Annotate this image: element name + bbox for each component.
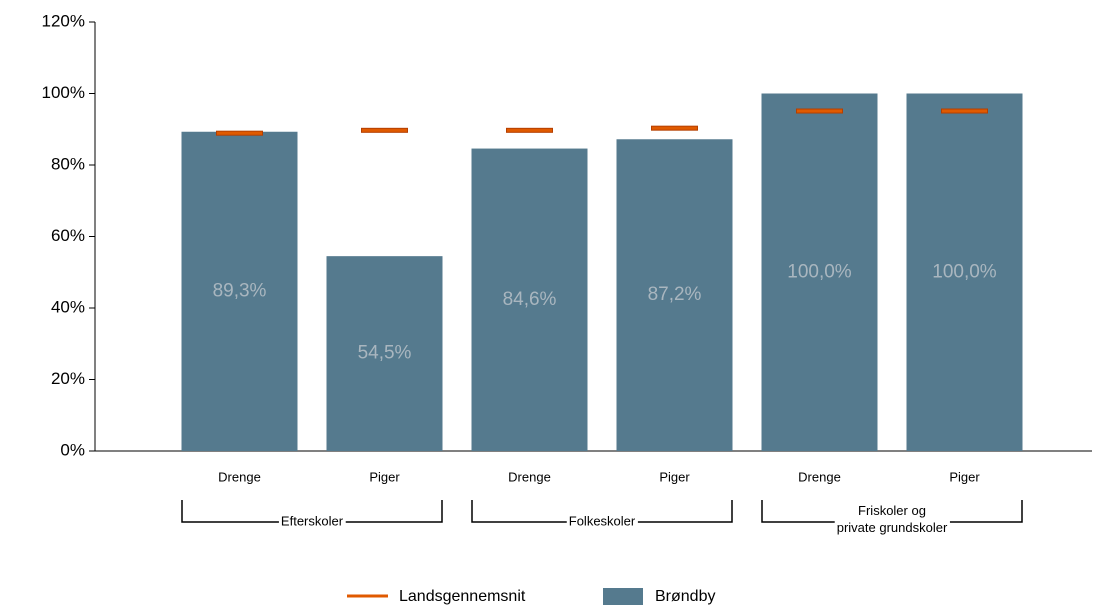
value-label: 100,0% [787, 261, 852, 282]
y-tick-label: 20% [51, 369, 85, 388]
bar [181, 131, 298, 451]
bar [616, 139, 733, 451]
average-marker [361, 127, 408, 133]
group-label-bg [834, 515, 950, 529]
bar [761, 93, 878, 451]
x-tick-label: Drenge [798, 469, 841, 484]
x-tick-label: Piger [949, 469, 980, 484]
y-tick-label: 0% [60, 440, 85, 459]
x-tick-label: Drenge [218, 469, 261, 484]
average-marker [651, 125, 698, 131]
average-marker [796, 108, 843, 114]
value-label: 100,0% [932, 261, 997, 282]
bar [471, 148, 588, 451]
value-label: 54,5% [358, 343, 412, 364]
group-label-bg [566, 515, 638, 529]
y-tick-label: 120% [42, 11, 85, 30]
group-label: Friskoler og private grundskoler [837, 503, 948, 535]
value-label: 89,3% [213, 280, 267, 301]
x-tick-label: Piger [659, 469, 690, 484]
legend-swatch [603, 588, 643, 605]
bar [906, 93, 1023, 451]
x-tick-label: Piger [369, 469, 400, 484]
legend-label: Landsgennemsnit [399, 588, 526, 605]
average-marker [506, 127, 553, 133]
legend-label: Brøndby [655, 588, 715, 605]
y-tick-label: 100% [42, 83, 85, 102]
bar [326, 256, 443, 451]
y-tick-label: 80% [51, 154, 85, 173]
group-label: Folkeskoler [569, 513, 636, 528]
y-tick-label: 40% [51, 297, 85, 316]
value-label: 84,6% [503, 289, 557, 310]
group-label-bg [278, 515, 346, 529]
average-marker [941, 108, 988, 114]
average-marker [216, 130, 263, 136]
x-tick-label: Drenge [508, 469, 551, 484]
value-label: 87,2% [648, 284, 702, 305]
y-tick-label: 60% [51, 226, 85, 245]
group-label: Efterskoler [281, 513, 344, 528]
